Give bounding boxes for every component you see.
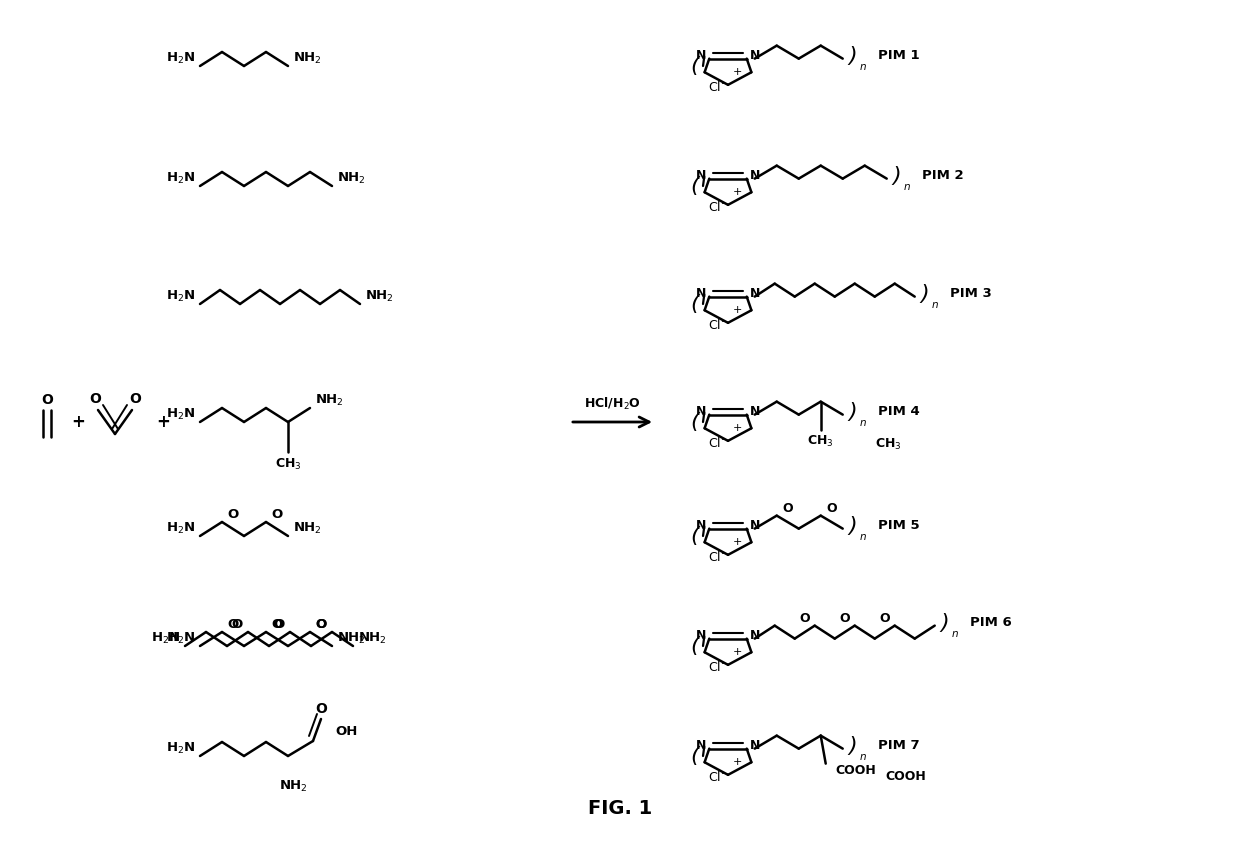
Text: Cl$^{-}$: Cl$^{-}$ [708, 660, 729, 673]
Text: +: + [733, 67, 742, 77]
Text: H$_2$N: H$_2$N [166, 406, 195, 421]
Text: n: n [951, 629, 959, 639]
Text: H$_2$N: H$_2$N [150, 630, 180, 645]
Text: (: ( [691, 746, 699, 766]
Text: PIM 7: PIM 7 [878, 739, 919, 752]
Text: (: ( [691, 636, 699, 656]
Text: O: O [227, 618, 238, 631]
Text: O: O [272, 508, 283, 521]
Text: OH: OH [335, 724, 357, 738]
Text: N: N [696, 519, 707, 532]
Text: N: N [750, 49, 760, 62]
Text: FIG. 1: FIG. 1 [588, 799, 652, 817]
Text: n: n [931, 299, 937, 310]
Text: Cl$^{-}$: Cl$^{-}$ [708, 80, 729, 94]
Text: O: O [315, 618, 326, 631]
Text: +: + [71, 413, 84, 431]
Text: n: n [859, 418, 866, 427]
Text: n: n [859, 62, 866, 72]
Text: +: + [733, 646, 742, 656]
Text: Cl$^{-}$: Cl$^{-}$ [708, 200, 729, 214]
Text: N: N [750, 629, 760, 642]
Text: O: O [274, 618, 285, 631]
Text: N: N [750, 169, 760, 182]
Text: PIM 5: PIM 5 [878, 519, 919, 532]
Text: H$_2$N: H$_2$N [166, 520, 195, 536]
Text: O: O [41, 393, 53, 407]
Text: O: O [315, 702, 327, 716]
Text: N: N [696, 49, 707, 62]
Text: (: ( [691, 56, 699, 76]
Text: O: O [826, 502, 837, 514]
Text: PIM 6: PIM 6 [970, 616, 1012, 629]
Text: Cl$^{-}$: Cl$^{-}$ [708, 550, 729, 563]
Text: NH$_2$: NH$_2$ [365, 288, 394, 304]
Text: O: O [879, 612, 890, 624]
Text: ): ) [920, 283, 929, 304]
Text: NH$_2$: NH$_2$ [279, 778, 308, 794]
Text: H$_2$N: H$_2$N [166, 630, 195, 645]
Text: NH$_2$: NH$_2$ [337, 170, 366, 185]
Text: N: N [750, 405, 760, 418]
Text: H$_2$N: H$_2$N [166, 740, 195, 755]
Text: O: O [800, 612, 810, 624]
Text: +: + [733, 536, 742, 547]
Text: NH$_2$: NH$_2$ [337, 630, 366, 645]
Text: O: O [89, 392, 100, 406]
Text: ): ) [848, 46, 857, 66]
Text: PIM 4: PIM 4 [878, 405, 920, 418]
Text: ): ) [848, 736, 857, 755]
Text: HCl/H$_2$O: HCl/H$_2$O [584, 396, 641, 412]
Text: COOH: COOH [836, 764, 877, 777]
Text: +: + [733, 305, 742, 315]
Text: ): ) [848, 402, 857, 421]
Text: n: n [859, 751, 866, 761]
Text: CH$_3$: CH$_3$ [874, 437, 901, 452]
Text: PIM 2: PIM 2 [921, 169, 963, 182]
Text: Cl$^{-}$: Cl$^{-}$ [708, 318, 729, 332]
Text: O: O [272, 618, 283, 631]
Text: +: + [733, 423, 742, 433]
Text: ): ) [893, 166, 901, 185]
Text: H$_2$N: H$_2$N [166, 288, 195, 304]
Text: N: N [750, 739, 760, 752]
Text: O: O [129, 392, 141, 406]
Text: N: N [696, 739, 707, 752]
Text: (: ( [691, 412, 699, 432]
Text: +: + [156, 413, 170, 431]
Text: NH$_2$: NH$_2$ [293, 520, 322, 536]
Text: Cl$^{-}$: Cl$^{-}$ [708, 436, 729, 450]
Text: CH$_3$: CH$_3$ [807, 434, 835, 449]
Text: N: N [696, 629, 707, 642]
Text: n: n [904, 182, 910, 192]
Text: N: N [750, 287, 760, 300]
Text: +: + [733, 187, 742, 197]
Text: N: N [696, 169, 707, 182]
Text: (: ( [691, 526, 699, 546]
Text: O: O [227, 508, 238, 521]
Text: O: O [316, 618, 327, 631]
Text: O: O [782, 502, 794, 514]
Text: Cl$^{-}$: Cl$^{-}$ [708, 770, 729, 783]
Text: n: n [859, 531, 866, 541]
Text: COOH: COOH [885, 770, 926, 783]
Text: (: ( [691, 294, 699, 314]
Text: O: O [839, 612, 851, 624]
Text: H$_2$N: H$_2$N [166, 51, 195, 65]
Text: PIM 3: PIM 3 [950, 287, 992, 300]
Text: N: N [750, 519, 760, 532]
Text: NH$_2$: NH$_2$ [293, 51, 322, 65]
Text: +: + [733, 756, 742, 766]
Text: NH$_2$: NH$_2$ [315, 393, 343, 408]
Text: ): ) [848, 515, 857, 536]
Text: PIM 1: PIM 1 [878, 49, 919, 62]
Text: N: N [696, 287, 707, 300]
Text: ): ) [940, 613, 949, 633]
Text: (: ( [691, 176, 699, 196]
Text: N: N [696, 405, 707, 418]
Text: O: O [232, 618, 243, 631]
Text: H$_2$N: H$_2$N [166, 170, 195, 185]
Text: NH$_2$: NH$_2$ [358, 630, 387, 645]
Text: CH$_3$: CH$_3$ [275, 457, 301, 471]
